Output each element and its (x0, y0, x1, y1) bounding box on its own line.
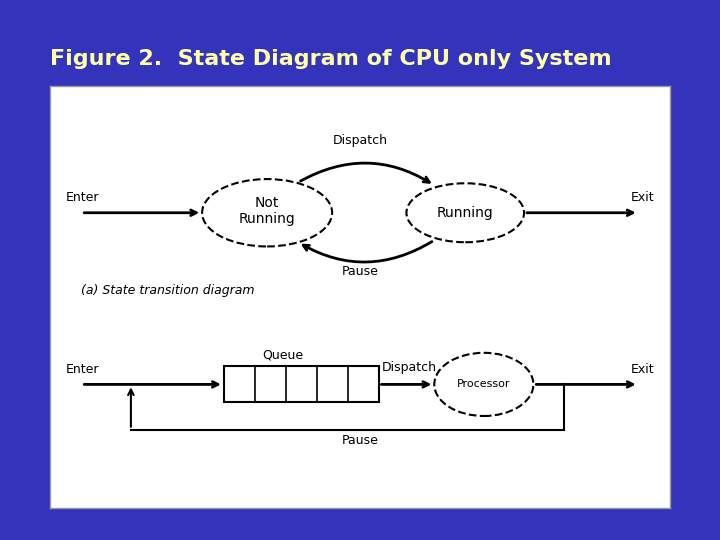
Text: Exit: Exit (631, 363, 654, 376)
Ellipse shape (406, 183, 524, 242)
Text: Running: Running (437, 206, 494, 220)
Text: (a) State transition diagram: (a) State transition diagram (81, 285, 255, 298)
Text: Enter: Enter (66, 191, 99, 204)
Text: Not
Running: Not Running (239, 195, 295, 226)
Text: Figure 2.  State Diagram of CPU only System: Figure 2. State Diagram of CPU only Syst… (50, 49, 612, 69)
Ellipse shape (434, 353, 534, 416)
Text: Dispatch: Dispatch (333, 134, 387, 147)
Text: Pause: Pause (341, 265, 379, 279)
Bar (224, 367, 379, 402)
Text: Enter: Enter (66, 363, 99, 376)
Text: Processor: Processor (457, 380, 510, 389)
Ellipse shape (202, 179, 332, 246)
Text: Pause: Pause (341, 434, 379, 447)
Text: Queue: Queue (262, 348, 303, 361)
Text: Exit: Exit (631, 191, 654, 204)
Text: Dispatch: Dispatch (382, 361, 436, 374)
